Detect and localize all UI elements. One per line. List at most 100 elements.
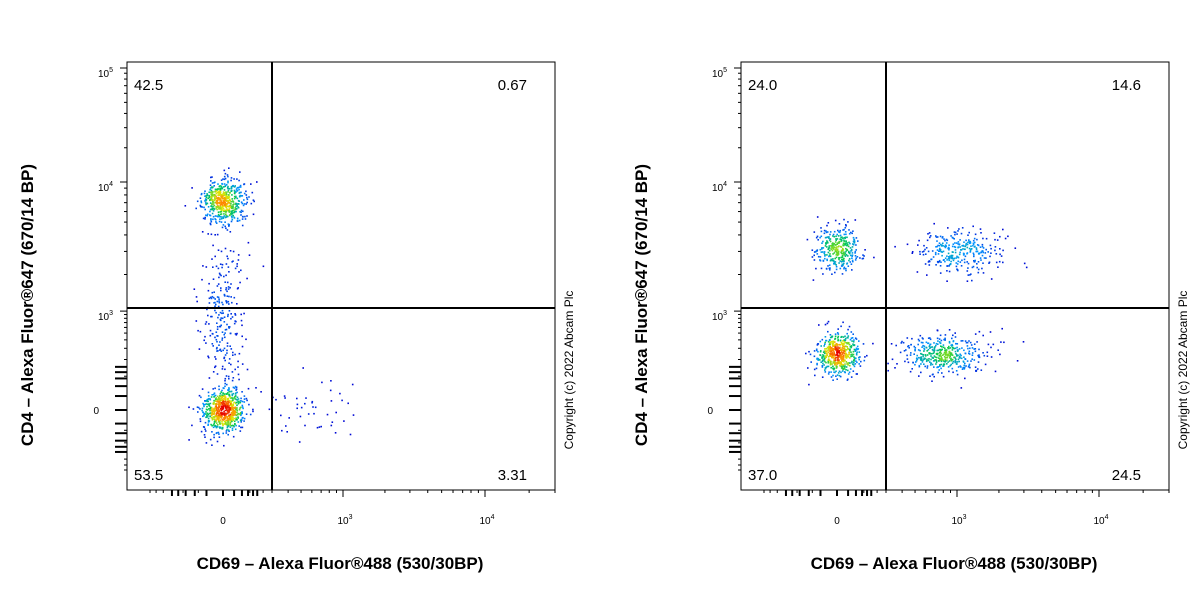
event-dot (219, 348, 222, 351)
event-dot (934, 253, 937, 256)
event-dot (843, 260, 845, 262)
event-dot (230, 187, 233, 189)
event-dot (833, 235, 836, 238)
event-dot (964, 377, 966, 380)
tick-label: 0 (707, 406, 713, 417)
event-dot (296, 407, 298, 410)
event-dot (964, 255, 967, 258)
event-dot (248, 403, 250, 406)
event-dot (824, 371, 827, 373)
event-dot (227, 423, 230, 425)
event-dot (844, 244, 847, 246)
event-dot (221, 266, 223, 269)
event-dot (842, 349, 844, 351)
event-dot (928, 358, 930, 360)
event-dot (817, 239, 819, 241)
event-dot (909, 354, 912, 356)
event-dot (818, 324, 820, 326)
event-dot (933, 349, 936, 352)
event-dot (839, 229, 841, 232)
event-dot (983, 257, 986, 259)
event-dot (228, 405, 230, 408)
event-dot (233, 410, 235, 412)
event-dot (816, 235, 819, 238)
event-dot (240, 211, 242, 214)
event-dot (851, 269, 853, 271)
event-dot (219, 414, 221, 417)
event-dot (242, 407, 244, 410)
event-dot (224, 359, 226, 362)
event-dot (227, 185, 229, 188)
tick-label: 104 (712, 181, 727, 194)
event-dot (239, 186, 242, 188)
event-dot (826, 224, 828, 227)
event-dot (237, 366, 239, 368)
event-dot (203, 192, 206, 195)
event-dot (951, 257, 954, 260)
event-dot (944, 358, 946, 361)
event-dot (242, 416, 244, 419)
event-dot (237, 254, 240, 256)
event-dot (855, 338, 858, 340)
event-dot (909, 370, 912, 373)
event-dot (233, 209, 235, 212)
event-dot (817, 359, 819, 361)
event-dot (831, 259, 834, 262)
event-dot (827, 320, 830, 323)
event-dot (981, 243, 984, 246)
event-dot (824, 355, 826, 358)
event-dot (914, 349, 916, 352)
event-dot (216, 326, 219, 328)
event-dot (841, 265, 843, 267)
event-dot (939, 247, 941, 250)
event-dot (932, 360, 935, 362)
event-dot (850, 355, 852, 358)
event-dot (209, 412, 212, 414)
event-dot (946, 265, 948, 267)
event-dot (854, 250, 857, 253)
event-dot (1025, 266, 1028, 269)
event-dot (228, 202, 231, 204)
tick-label: 105 (98, 67, 113, 80)
event-dot (211, 414, 213, 417)
event-dot (901, 340, 903, 343)
event-dot (229, 422, 231, 425)
event-dot (304, 424, 306, 427)
event-dot (963, 364, 965, 367)
event-dot (247, 241, 250, 244)
event-dot (836, 378, 838, 380)
event-dot (964, 340, 967, 342)
event-dot (926, 359, 928, 362)
event-dot (982, 262, 984, 264)
event-dot (229, 426, 232, 428)
event-dot (215, 222, 218, 224)
event-dot (218, 185, 221, 188)
event-dot (824, 245, 827, 247)
event-dot (841, 353, 844, 355)
event-dot (216, 409, 218, 412)
event-dot (215, 415, 217, 417)
event-dot (219, 419, 222, 421)
event-dot (902, 341, 905, 344)
event-dot (894, 245, 896, 248)
event-dot (839, 375, 842, 378)
event-dot (923, 348, 926, 351)
event-dot (223, 404, 226, 406)
event-dot (207, 424, 209, 426)
event-dot (967, 234, 969, 236)
event-dot (842, 345, 844, 347)
event-dot (843, 239, 845, 242)
event-dot (844, 236, 847, 239)
event-dot (228, 208, 230, 211)
event-dot (817, 255, 820, 258)
event-dot (832, 365, 834, 368)
event-dot (218, 409, 220, 412)
event-dot (912, 361, 914, 364)
event-dot (925, 253, 927, 255)
event-dot (216, 400, 219, 403)
event-dot (823, 345, 825, 347)
event-dot (220, 412, 223, 414)
event-dot (815, 267, 817, 270)
event-dot (973, 253, 975, 256)
event-dot (994, 238, 996, 241)
